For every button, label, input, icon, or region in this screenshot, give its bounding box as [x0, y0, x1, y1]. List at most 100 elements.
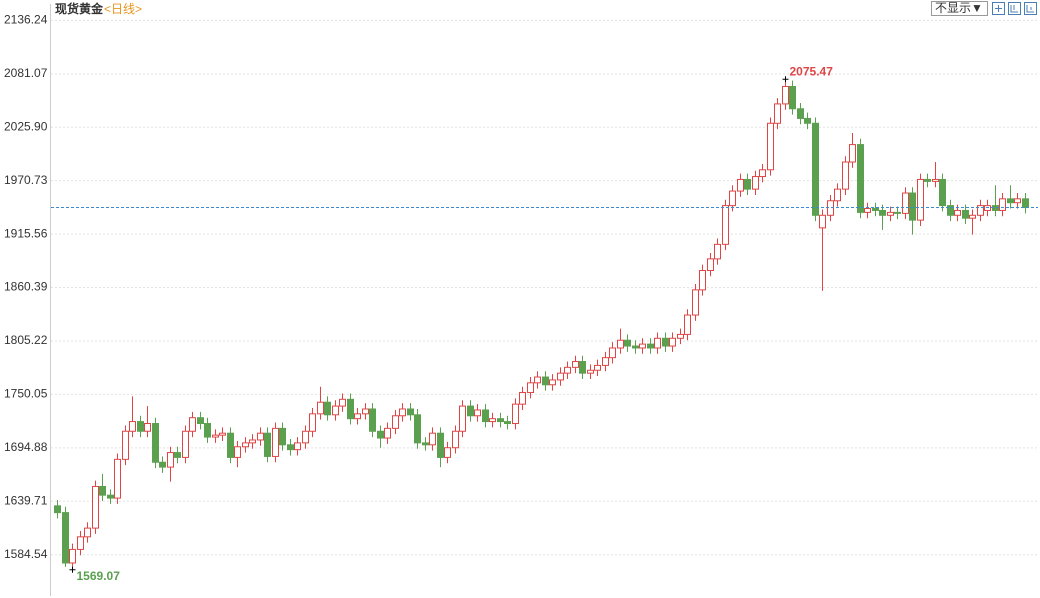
candle-body: [407, 408, 414, 416]
extreme-marker: [782, 76, 789, 83]
candle-body: [474, 409, 481, 417]
candle-body: [324, 401, 331, 416]
candle-body: [219, 432, 226, 436]
candle-body: [129, 421, 136, 432]
candle-body: [729, 190, 736, 207]
candle-body: [1022, 198, 1029, 209]
extreme-marker: [69, 566, 76, 573]
candle-body: [519, 392, 526, 405]
candle-body: [624, 339, 631, 347]
candle-body: [722, 205, 729, 245]
extreme-label: 1569.07: [77, 569, 121, 583]
candle-body: [114, 458, 121, 499]
icon-fit-glyph: [995, 5, 1002, 12]
candle-body: [954, 209, 961, 216]
candle-body: [152, 423, 159, 463]
candle-body: [227, 432, 234, 458]
candle-body: [699, 269, 706, 291]
candle-body: [99, 485, 106, 496]
candle-body: [234, 446, 241, 458]
candle-body: [137, 421, 144, 432]
candle-body: [84, 527, 91, 538]
candle-body: [159, 461, 166, 468]
y-tick-label: 2136.24: [4, 13, 48, 27]
candle-body: [339, 398, 346, 407]
candle-body: [774, 103, 781, 124]
candle-body: [182, 430, 189, 458]
candle-body: [204, 423, 211, 438]
candle-body: [197, 417, 204, 425]
candle-body: [767, 122, 774, 171]
candle-body: [647, 343, 654, 349]
candle-body: [632, 345, 639, 349]
candle-body: [272, 427, 279, 457]
candle-body: [347, 398, 354, 420]
candle-body: [414, 414, 421, 444]
candle-body: [384, 427, 391, 439]
candle-body: [969, 214, 976, 219]
candle-body: [482, 409, 489, 423]
candle-body: [77, 536, 84, 550]
candle-body: [429, 432, 436, 446]
candle-body: [69, 548, 76, 564]
candle-body: [812, 122, 819, 216]
y-tick-label: 1750.05: [4, 387, 48, 401]
candle-body: [264, 432, 271, 457]
icon-zoom-out[interactable]: [1024, 2, 1037, 15]
candle-body: [557, 372, 564, 381]
candle-body: [392, 415, 399, 429]
candle-body: [249, 439, 256, 444]
candle-body: [212, 434, 219, 438]
candle-body: [842, 161, 849, 190]
candle-body: [617, 339, 624, 349]
candle-body: [789, 85, 796, 110]
candle-body: [797, 108, 804, 119]
candle-body: [437, 432, 444, 458]
candle-body: [872, 208, 879, 211]
candle-body: [759, 169, 766, 178]
candle-body: [302, 430, 309, 444]
candle-body: [332, 405, 339, 416]
candle-body: [707, 258, 714, 271]
icon-fit[interactable]: [992, 2, 1005, 15]
candle-body: [602, 357, 609, 366]
candle-body: [819, 214, 826, 229]
chart-subtitle: <日线>: [104, 2, 142, 16]
candle-body: [444, 447, 451, 458]
candle-body: [962, 209, 969, 219]
candle-body: [242, 442, 249, 448]
candle-body: [294, 442, 301, 451]
candle-body: [534, 376, 541, 384]
candle-body: [999, 198, 1006, 211]
y-tick-label: 1860.39: [4, 280, 48, 294]
y-tick-label: 1694.88: [4, 440, 48, 454]
candle-body: [377, 430, 384, 439]
candle-body: [894, 211, 901, 214]
candle-body: [527, 382, 534, 394]
candle-body: [549, 379, 556, 386]
icon-zoom-in[interactable]: [1008, 2, 1021, 15]
candle-body: [167, 452, 174, 468]
candle-body: [257, 432, 264, 441]
candle-body: [744, 178, 751, 190]
dropdown-button[interactable]: [931, 1, 988, 16]
candle-body: [684, 314, 691, 335]
candle-body: [572, 361, 579, 368]
candle-body: [467, 405, 474, 417]
y-tick-label: 2081.07: [4, 66, 48, 80]
candle-body: [804, 117, 811, 124]
candle-body: [317, 401, 324, 415]
icon-zoom-in-glyph: [1010, 5, 1018, 13]
candle-body: [947, 205, 954, 216]
candle-body: [107, 494, 114, 499]
candle-body: [144, 423, 151, 432]
candle-body: [849, 144, 856, 163]
candle-body: [399, 408, 406, 417]
y-tick-label: 1915.56: [4, 226, 48, 240]
extreme-label: 2075.47: [790, 64, 834, 78]
chart-title: 现货黄金: [55, 1, 104, 16]
y-tick-label: 1805.22: [4, 333, 48, 347]
dropdown-label[interactable]: 不显示▼: [935, 1, 983, 15]
candle-body: [609, 347, 616, 359]
